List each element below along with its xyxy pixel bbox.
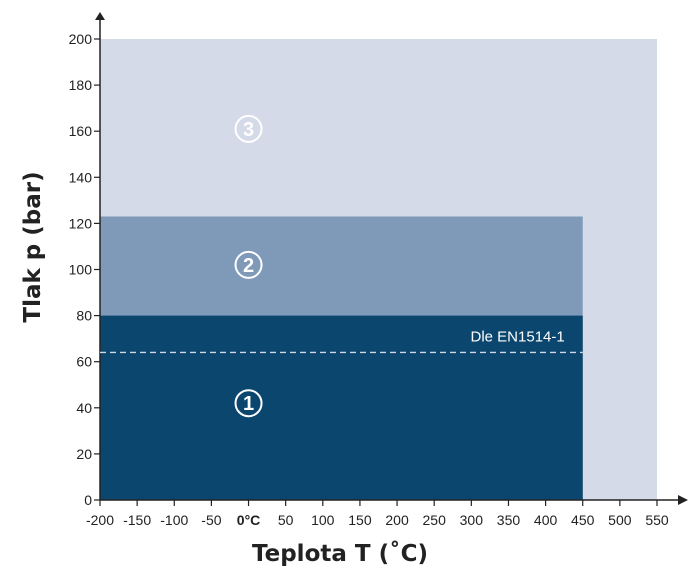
- x-tick-label: 100: [311, 512, 335, 528]
- x-tick-label: 400: [534, 512, 558, 528]
- x-tick-label: -150: [123, 512, 151, 528]
- zones-layer: [100, 39, 657, 501]
- y-tick-label: 200: [69, 31, 93, 47]
- zone-2-label: 2: [243, 255, 254, 277]
- axes-layer: 0 20 40 60 80 100 120 140 160 180 200 -200 -150 -100-…: [69, 12, 688, 528]
- x-tick-label: 200: [385, 512, 409, 528]
- x-axis-arrow: [678, 495, 688, 505]
- y-tick-label: 180: [69, 77, 93, 93]
- zone-1-label: 1: [243, 393, 254, 415]
- x-tick-label: 250: [423, 512, 447, 528]
- x-tick-label: 0°C: [237, 512, 261, 528]
- labels-layer: Dle EN1514-1 3 2 1: [100, 114, 583, 418]
- x-tick-label: 50: [278, 512, 294, 528]
- zone-3-label: 3: [243, 119, 254, 141]
- x-tick-label: 500: [608, 512, 632, 528]
- zone-3-marker: [234, 114, 263, 143]
- x-axis-title: Teplota T (˚C): [252, 540, 428, 567]
- x-tick-label: -100: [160, 512, 188, 528]
- x-tick-label: 350: [497, 512, 521, 528]
- zone-1-marker: [234, 389, 263, 418]
- y-tick-label: 60: [76, 354, 92, 370]
- zone-1: [100, 315, 583, 500]
- y-axis-arrow: [95, 12, 105, 20]
- zone-2-marker: [234, 250, 263, 279]
- x-tick-label: -200: [86, 512, 114, 528]
- y-tick-label: 40: [76, 400, 92, 416]
- x-tick-label: 550: [645, 512, 669, 528]
- y-tick-label: 80: [76, 308, 92, 324]
- y-tick-label: 0: [84, 492, 92, 508]
- x-tick-label: 300: [460, 512, 484, 528]
- y-axis-title: Tlak p (bar): [20, 171, 46, 322]
- x-tick-label: -50: [201, 512, 221, 528]
- y-tick-label: 100: [69, 262, 93, 278]
- x-tick-label: 150: [348, 512, 372, 528]
- y-tick-label: 20: [76, 446, 92, 462]
- x-tick-label: 450: [571, 512, 595, 528]
- reference-line-label: Dle EN1514-1: [471, 328, 565, 345]
- y-tick-label: 120: [69, 215, 93, 231]
- y-tick-label: 140: [69, 169, 93, 185]
- y-tick-label: 160: [69, 123, 93, 139]
